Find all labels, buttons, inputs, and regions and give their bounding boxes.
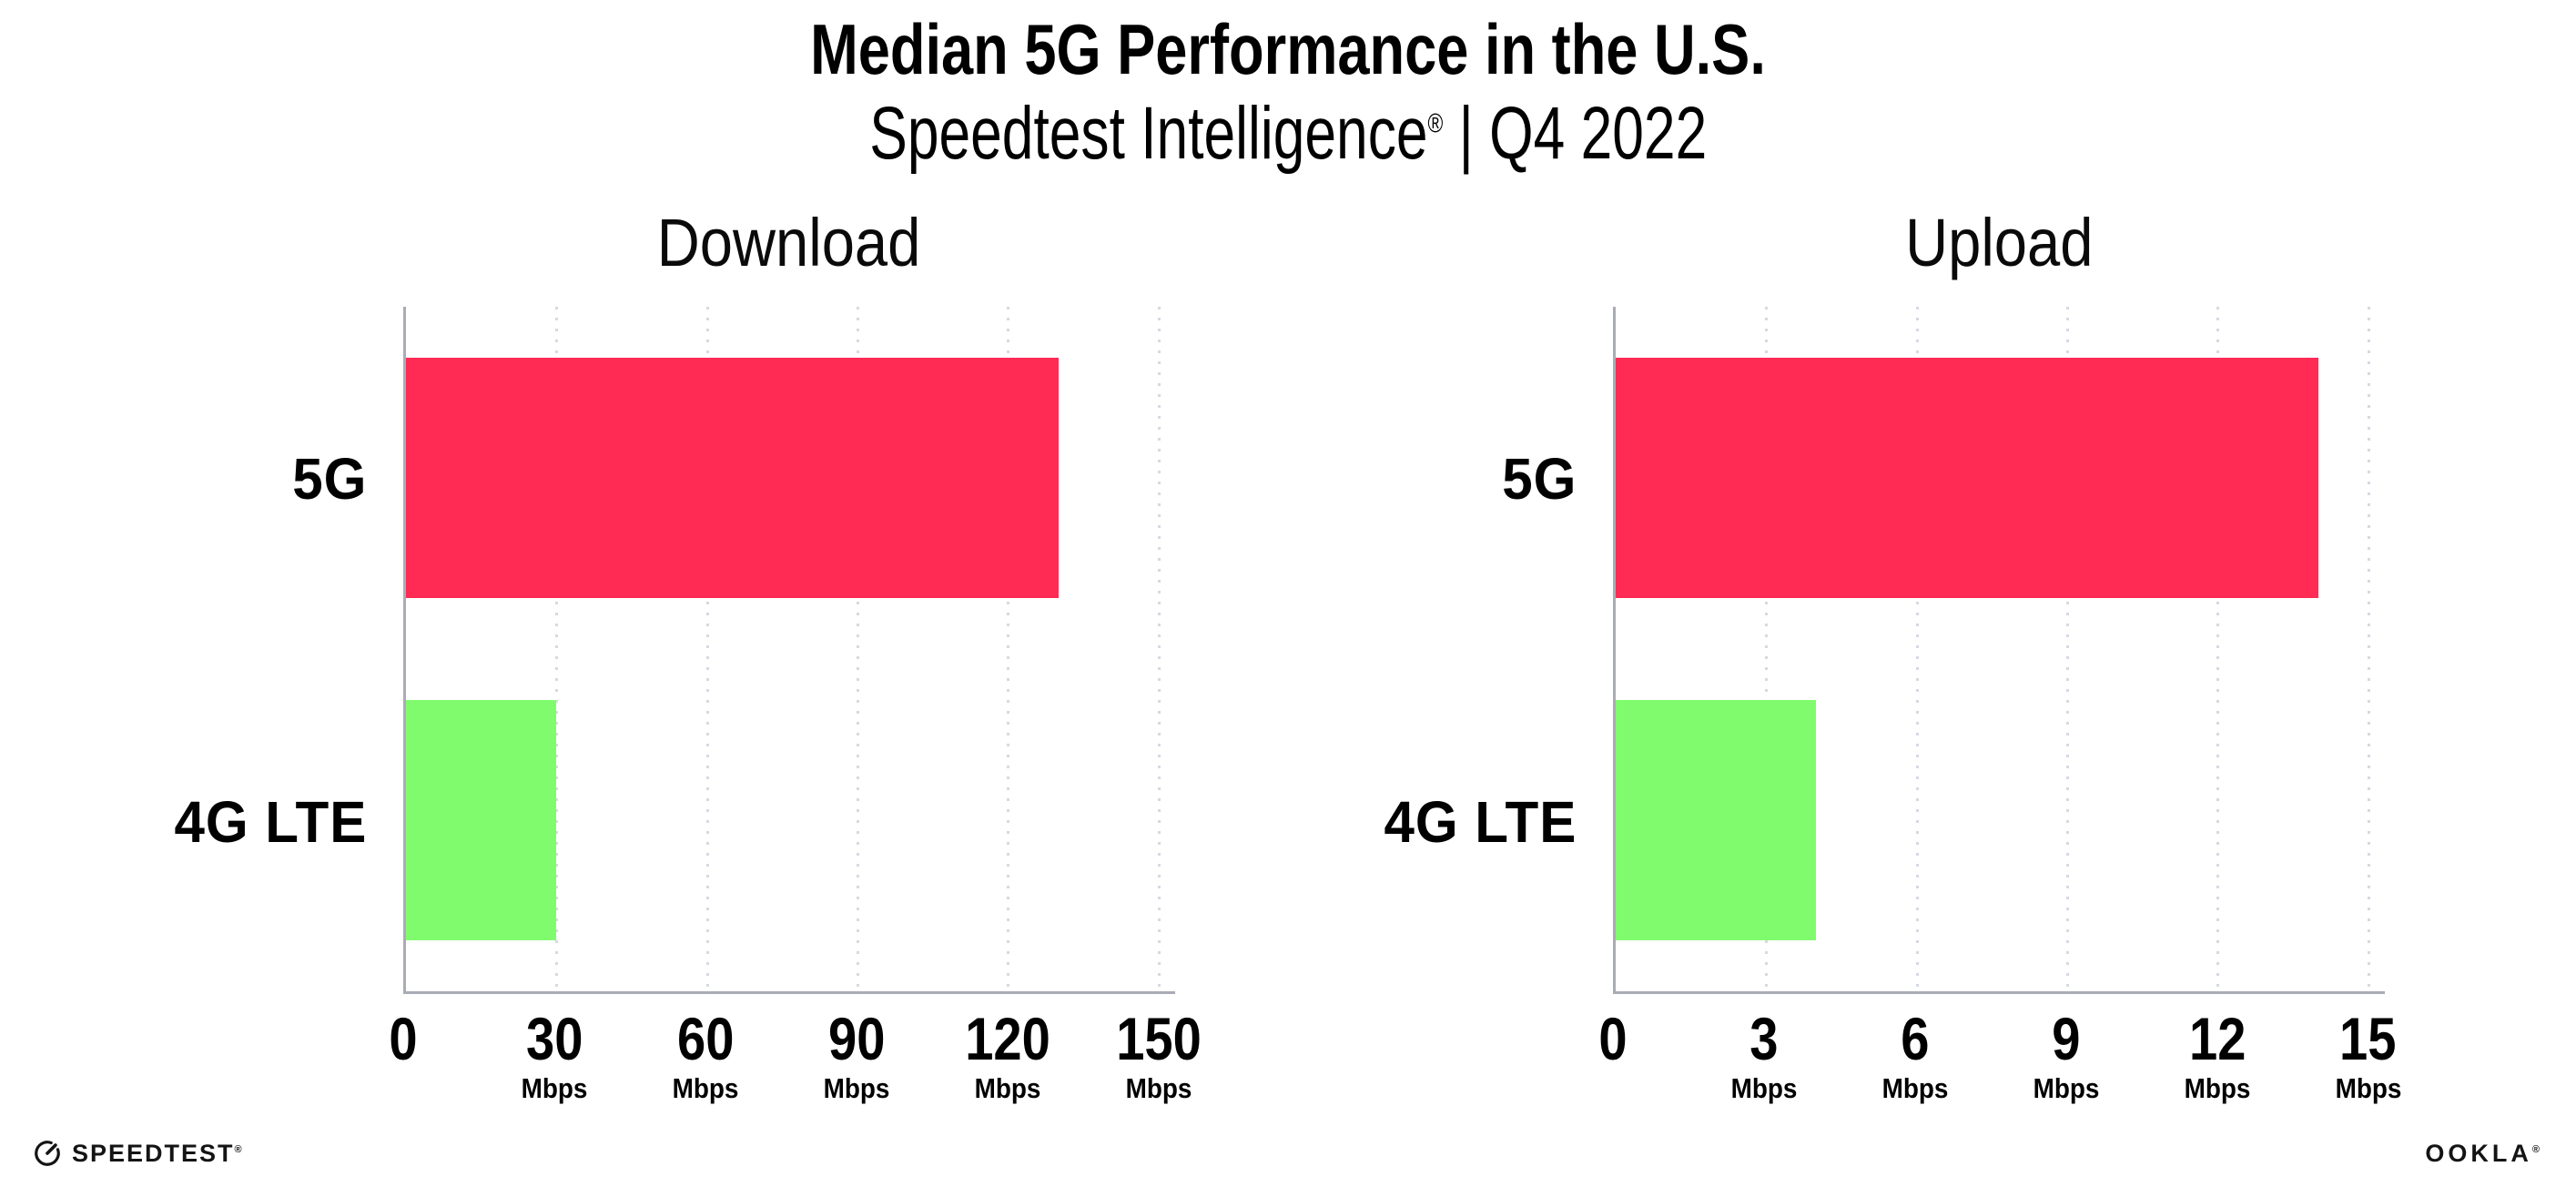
speedtest-gauge-icon [35, 1141, 60, 1166]
x-tick-3: 3 Mbps [1727, 1007, 1800, 1105]
speedtest-logo: SPEEDTEST® [33, 1139, 244, 1168]
category-label-5g: 5G [291, 445, 367, 512]
download-chart: Download 5G 4G LTE 0 30 Mbps 60 Mbps 90 Mbps 120… [103, 178, 1201, 1121]
download-x-axis-ticks: 0 30 Mbps 60 Mbps 90 Mbps 120 Mbps 150 Mbps [389, 994, 1201, 1121]
download-chart-title-text: Download [657, 205, 921, 280]
x-tick-unit: Mbps [1881, 1072, 1949, 1104]
charts-row: Download 5G 4G LTE 0 30 Mbps 60 Mbps 90 Mbps 120… [103, 178, 2576, 1121]
download-chart-body: 5G 4G LTE [103, 307, 1175, 994]
x-tick-unit: Mbps [672, 1072, 739, 1104]
category-label-4g-lte: 4G LTE [174, 789, 367, 856]
5g-bar [406, 358, 1059, 598]
x-tick-value: 15 [2339, 1005, 2397, 1072]
gridline-12 [2216, 307, 2220, 991]
subtitle-period: | Q4 2022 [1443, 92, 1707, 175]
x-tick-value: 0 [389, 1005, 418, 1072]
x-tick-value: 60 [676, 1005, 735, 1072]
x-tick-unit: Mbps [2184, 1072, 2251, 1104]
x-tick-value: 0 [1598, 1005, 1628, 1072]
x-tick-unit: Mbps [974, 1072, 1041, 1104]
subtitle-brand: Speedtest Intelligence [869, 92, 1428, 175]
gridline-150 [1157, 307, 1161, 991]
page-subtitle-text: Speedtest Intelligence® | Q4 2022 [869, 89, 1707, 178]
upload-chart-body: 5G 4G LTE [1313, 307, 2385, 994]
upload-x-axis-ticks: 0 3 Mbps 6 Mbps 9 Mbps 12 Mbps 15 Mbps [1598, 994, 2401, 1121]
download-y-axis-labels: 5G 4G LTE [103, 307, 403, 994]
gridline-60 [705, 307, 709, 991]
page-title-text: Median 5G Performance in the U.S. [810, 9, 1766, 89]
upload-chart-title: Upload [1613, 178, 2385, 307]
category-label-4g-lte: 4G LTE [1384, 789, 1577, 856]
speedtest-registered-symbol: ® [234, 1143, 244, 1155]
x-tick-unit: Mbps [2335, 1072, 2402, 1104]
x-tick-value: 90 [827, 1005, 886, 1072]
ookla-wordmark: OOKLA [2425, 1139, 2532, 1167]
x-tick-90: 90 Mbps [819, 1007, 893, 1105]
gridline-15 [2367, 307, 2370, 991]
x-tick-value: 30 [525, 1005, 583, 1072]
x-tick-unit: Mbps [1730, 1072, 1798, 1104]
x-tick-value: 6 [1901, 1005, 1930, 1072]
category-label-5g: 5G [1501, 445, 1577, 512]
download-chart-title: Download [403, 178, 1175, 307]
footer: SPEEDTEST® OOKLA® [33, 1132, 2543, 1174]
upload-chart-title-text: Upload [1904, 205, 2094, 280]
x-tick-unit: Mbps [521, 1072, 588, 1104]
upload-plot-area [1613, 307, 2385, 994]
speedtest-logo-text: SPEEDTEST® [72, 1140, 244, 1168]
header: Median 5G Performance in the U.S. Speedt… [0, 0, 2576, 178]
gridline-120 [1007, 307, 1010, 991]
x-tick-15: 15 Mbps [2331, 1007, 2405, 1105]
x-tick-unit: Mbps [823, 1072, 890, 1104]
4g-lte-bar [406, 700, 557, 940]
speedtest-wordmark: SPEEDTEST [72, 1139, 235, 1167]
upload-y-axis-labels: 5G 4G LTE [1313, 307, 1613, 994]
download-plot-area [403, 307, 1175, 994]
page-subtitle: Speedtest Intelligence® | Q4 2022 [0, 89, 2576, 178]
x-tick-value: 120 [964, 1005, 1050, 1072]
x-tick-30: 30 Mbps [517, 1007, 591, 1105]
gridline-90 [857, 307, 860, 991]
x-tick-0: 0 [1597, 1007, 1630, 1070]
5g-bar [1616, 358, 2318, 598]
x-tick-150: 150 Mbps [1109, 1007, 1209, 1105]
gridline-30 [555, 307, 559, 991]
ookla-registered-symbol: ® [2531, 1143, 2543, 1155]
x-tick-value: 150 [1115, 1005, 1202, 1072]
x-tick-0: 0 [387, 1007, 421, 1070]
x-tick-value: 3 [1749, 1005, 1779, 1072]
gridline-6 [1915, 307, 1919, 991]
ookla-logo: OOKLA® [2425, 1140, 2543, 1168]
x-tick-12: 12 Mbps [2180, 1007, 2254, 1105]
page-title: Median 5G Performance in the U.S. [0, 9, 2576, 89]
x-tick-9: 9 Mbps [2029, 1007, 2103, 1105]
x-tick-60: 60 Mbps [668, 1007, 742, 1105]
x-tick-unit: Mbps [2033, 1072, 2100, 1104]
gridline-3 [1765, 307, 1769, 991]
gridline-9 [2066, 307, 2070, 991]
upload-chart: Upload 5G 4G LTE 0 3 Mbps 6 Mbps 9 Mbps 12 Mbps 15… [1313, 178, 2401, 1121]
4g-lte-bar [1616, 700, 1817, 940]
registered-trademark-symbol: ® [1427, 108, 1444, 139]
x-tick-value: 12 [2188, 1005, 2246, 1072]
x-tick-6: 6 Mbps [1878, 1007, 1952, 1105]
x-tick-value: 9 [2052, 1005, 2081, 1072]
x-tick-120: 120 Mbps [958, 1007, 1058, 1105]
x-tick-unit: Mbps [1125, 1072, 1192, 1104]
